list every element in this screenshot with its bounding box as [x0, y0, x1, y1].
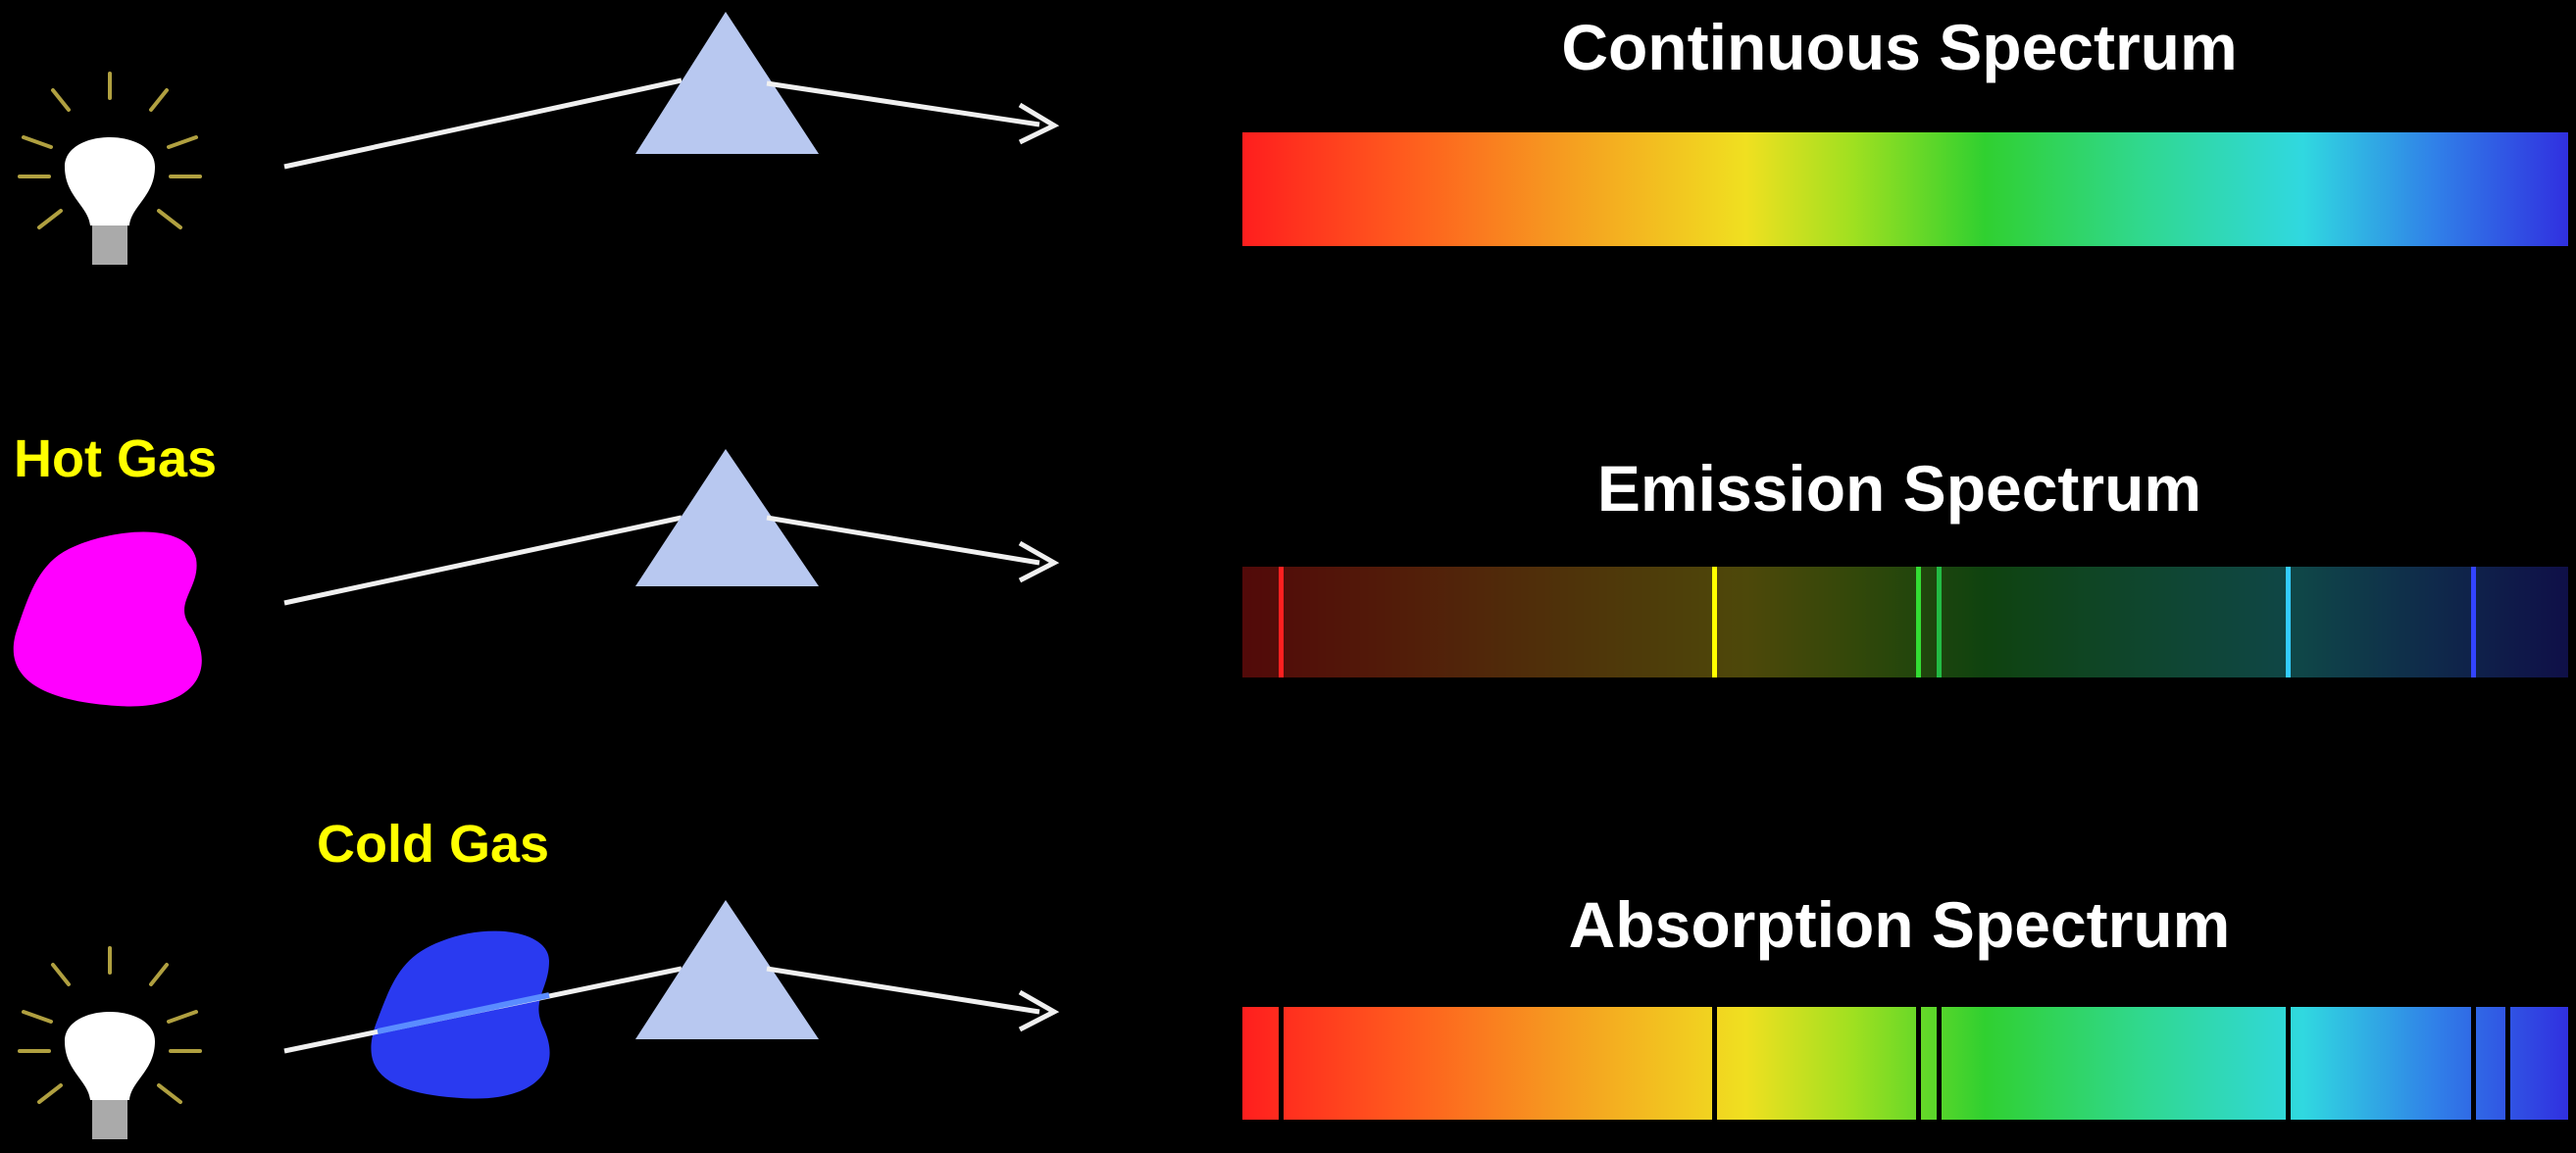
prism: [635, 449, 819, 586]
absorption-line-4: [2286, 1007, 2292, 1120]
outgoing-ray: [766, 80, 1040, 127]
absorption-line-3: [1937, 1007, 1943, 1120]
absorption-line-6: [2505, 1007, 2511, 1120]
arrow-head-icon: [1018, 102, 1060, 145]
emission-line-5: [2471, 567, 2477, 677]
outgoing-ray: [766, 515, 1040, 566]
absorption-spectrum-title: Absorption Spectrum: [1568, 888, 2231, 961]
emission-line-0: [1278, 567, 1284, 677]
emission-line-4: [2286, 567, 2292, 677]
emission-line-3: [1937, 567, 1943, 677]
outgoing-ray: [766, 966, 1040, 1015]
ray-through-gas: [377, 992, 550, 1034]
arrow-head-icon: [1018, 540, 1060, 583]
absorption-line-5: [2471, 1007, 2477, 1120]
row-continuous-source: [18, 12, 1060, 265]
emission-spectrum-title: Emission Spectrum: [1596, 452, 2202, 525]
row-absorption-source: [18, 900, 1060, 1139]
incoming-ray: [283, 77, 682, 170]
cold-gas-label: Cold Gas: [317, 815, 550, 874]
continuous-spectrum-title: Continuous Spectrum: [1561, 11, 2238, 83]
emission-dim-overlay: [1242, 567, 2568, 677]
prism: [635, 900, 819, 1039]
absorption-spectrum-band: [1242, 1007, 2568, 1120]
lightbulb-icon: [18, 72, 202, 265]
hot-gas-label: Hot Gas: [14, 429, 218, 488]
emission-spectrum-band: [1242, 567, 2568, 677]
absorption-line-1: [1711, 1007, 1717, 1120]
row-emission-source: [13, 449, 1060, 707]
incoming-ray: [283, 515, 682, 606]
absorption-line-0: [1278, 1007, 1284, 1120]
hot-gas-cloud: [13, 531, 202, 707]
prism: [635, 12, 819, 154]
arrow-head-icon: [1018, 989, 1060, 1032]
continuous-spectrum-band: [1242, 132, 2568, 246]
lightbulb-icon: [18, 946, 202, 1139]
absorption-line-2: [1915, 1007, 1921, 1120]
emission-line-2: [1915, 567, 1921, 677]
emission-line-1: [1711, 567, 1717, 677]
